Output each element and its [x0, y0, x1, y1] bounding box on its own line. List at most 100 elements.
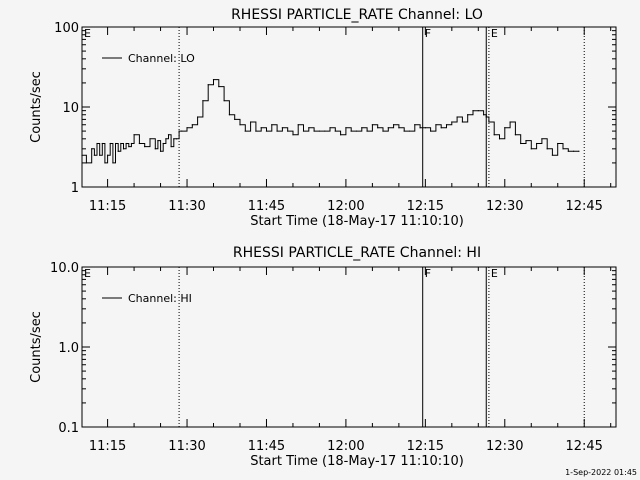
chart1-data-point [297, 124, 299, 126]
chart1-ytick-label: 10 [62, 101, 79, 116]
chart1-data-point [93, 154, 95, 156]
chart1-axes-frame [81, 26, 617, 188]
chart2-xtick-label: 12:30 [486, 439, 523, 454]
chart1-title: RHESSI PARTICLE_RATE Channel: LO [231, 7, 483, 23]
chart1-data-point [456, 116, 458, 118]
chart1-data-point [361, 127, 363, 129]
chart1-data-point [99, 154, 101, 156]
chart1-data-point [223, 100, 225, 102]
chart2-marker-label: E [84, 267, 91, 280]
chart1-marker-label: F [425, 27, 431, 40]
chart1-data-point [170, 145, 172, 148]
chart1-data-point [467, 114, 469, 116]
chart1-data-point [292, 134, 294, 136]
chart1-data-point [371, 124, 373, 126]
chart1-data-point [329, 127, 331, 129]
chart1-data-point [276, 130, 278, 132]
chart2-axes-frame [81, 266, 617, 428]
chart1-data-point [144, 145, 146, 148]
chart1-data-point [133, 134, 135, 136]
chart1-data-point [382, 130, 384, 132]
chart1-data-point [91, 148, 93, 150]
chart1-data-point [120, 142, 122, 145]
chart1-data-point [392, 124, 395, 126]
chart1-data-point [504, 127, 506, 129]
chart1-data-point [535, 142, 538, 145]
chart1-marker-label: E [84, 27, 91, 40]
chart1-data-point [485, 116, 487, 118]
chart1-data-point [318, 130, 321, 132]
chart1-xlabel: Start Time (18-May-17 11:10:10) [250, 214, 464, 229]
chart1-data-point [271, 124, 273, 126]
chart1-data-point [525, 140, 527, 142]
chart1-data-point [408, 130, 411, 132]
chart1-data-point [514, 134, 516, 136]
chart1-data-point [218, 85, 220, 88]
chart1-xtick-label: 11:45 [248, 199, 285, 214]
chart2-ytick-label: 10.0 [50, 261, 79, 276]
chart1-data-point [308, 127, 310, 129]
chart1-data-point [557, 142, 559, 145]
chart1-data-point [130, 142, 133, 145]
chart1-data-point [313, 130, 315, 132]
chart1-data-point [202, 100, 204, 102]
chart1-marker-label: E [491, 27, 498, 40]
chart1-series-line [82, 79, 579, 164]
chart1-data-point [419, 127, 421, 129]
chart1-data-point [265, 130, 268, 132]
chart2-marker-label: E [491, 267, 498, 280]
chart1-data-point [324, 130, 326, 132]
chart1-data-point [244, 130, 246, 132]
chart2-ytick-label: 1.0 [58, 341, 79, 356]
chart1-data-point [567, 150, 569, 152]
chart1-data-point [114, 142, 117, 145]
chart1-xtick-label: 12:00 [327, 199, 364, 214]
chart2-legend-label: Channel: HI [128, 292, 192, 305]
chart1-data-point [334, 130, 336, 132]
chart2-ylabel: Counts/sec [29, 311, 44, 383]
chart1-data-point [546, 148, 548, 150]
chart2-title: RHESSI PARTICLE_RATE Channel: HI [233, 245, 481, 261]
chart2-xtick-label: 12:15 [407, 439, 444, 454]
chart1-legend-label: Channel: LO [128, 52, 195, 65]
chart1-data-point [387, 127, 389, 129]
chart2-ytick-label: 0.1 [58, 421, 79, 436]
chart2-xlabel: Start Time (18-May-17 11:10:10) [250, 454, 464, 469]
chart1-data-point [104, 162, 106, 164]
chart1-ytick-label: 1 [71, 181, 79, 196]
chart1-data-point [530, 148, 532, 150]
chart1-data-point [101, 142, 103, 145]
chart1-data-point [167, 134, 170, 136]
chart1-panel: RHESSI PARTICLE_RATE Channel: LO 1 10 100 Co… [29, 7, 617, 229]
chart1-data-point [551, 154, 554, 156]
chart1-data-point [377, 127, 379, 129]
chart1-data-point [228, 114, 231, 116]
chart1-ytick-label: 100 [54, 21, 79, 36]
chart1-data-point [461, 121, 464, 123]
chart1-data-point [178, 130, 180, 132]
chart1-data-point [445, 124, 448, 126]
chart1-data-point [234, 118, 236, 120]
chart1-data-point [149, 138, 151, 140]
chart1-data-point [350, 130, 352, 132]
chart1-data-point [281, 127, 283, 129]
chart1-data-point [239, 124, 241, 126]
chart1-data-point [260, 127, 262, 129]
chart2-xtick-label: 11:15 [89, 439, 126, 454]
chart1-data-point [430, 130, 432, 132]
chart1-data-point [154, 148, 156, 150]
chart1-data-point [355, 130, 358, 132]
chart1-data-point [81, 154, 83, 156]
chart1-data-point [207, 84, 209, 86]
chart1-data-point [440, 127, 442, 129]
chart1-data-point [109, 142, 111, 145]
chart1-data-point [122, 148, 125, 150]
chart1-data-point [255, 130, 257, 132]
chart1-data-point [181, 130, 183, 132]
chart1-data-point [398, 127, 400, 129]
chart1-data-point [477, 110, 479, 112]
chart1-data-point [287, 130, 289, 132]
chart1-data-point [451, 121, 453, 123]
chart1-data-point [85, 162, 88, 164]
